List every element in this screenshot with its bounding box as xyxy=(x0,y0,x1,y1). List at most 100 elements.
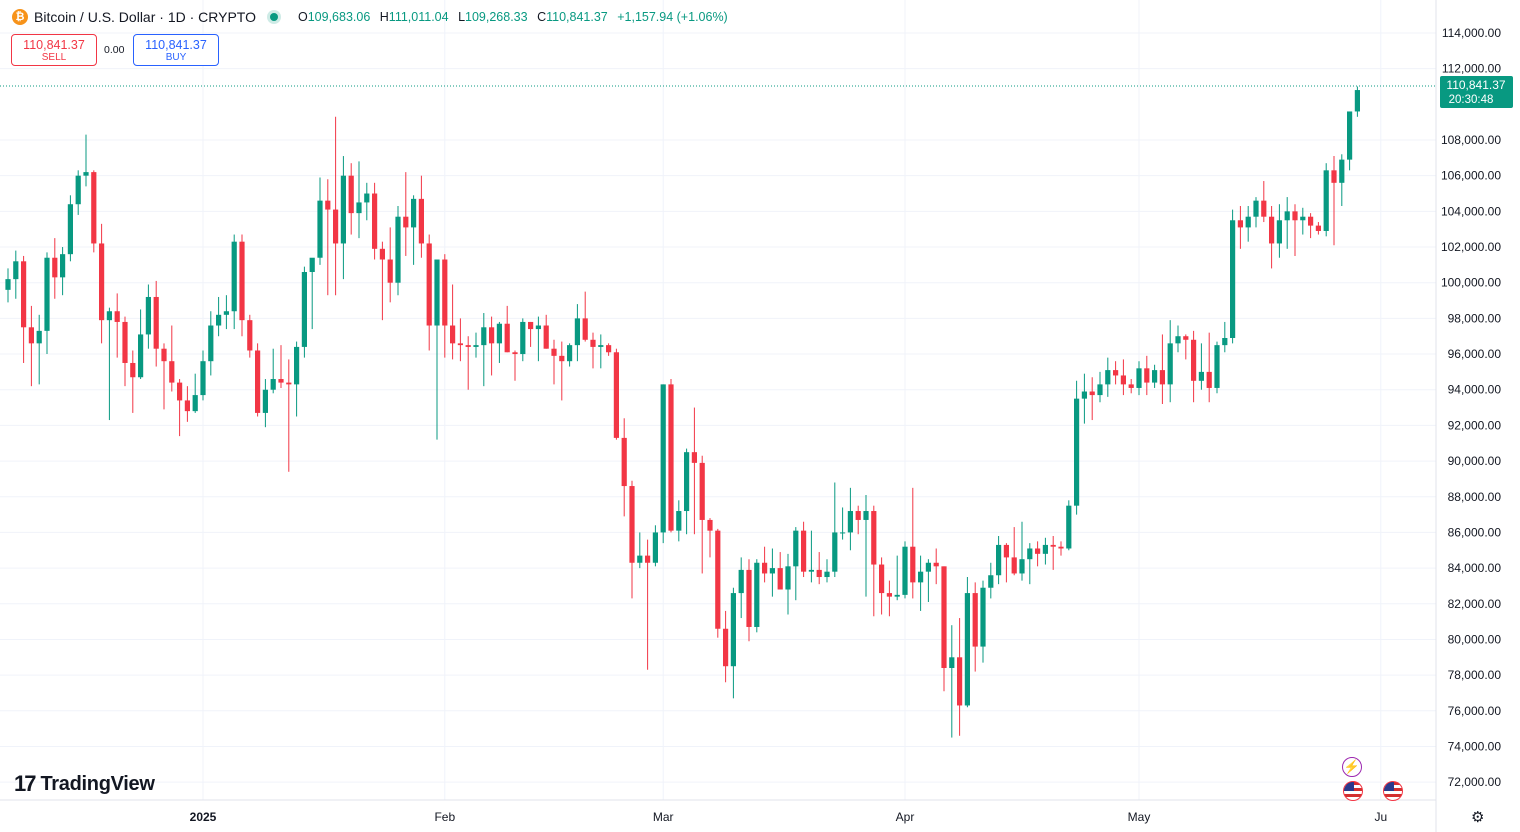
lightning-icon[interactable]: ⚡ xyxy=(1342,757,1362,777)
candle-body xyxy=(91,172,97,244)
y-tick-label: 98,000.00 xyxy=(1448,311,1502,325)
x-tick-label: Apr xyxy=(896,810,915,824)
candle-body xyxy=(255,350,261,413)
candle-body xyxy=(863,511,869,520)
candle-body xyxy=(1198,371,1204,381)
y-tick-label: 76,000.00 xyxy=(1448,704,1502,718)
candle-body xyxy=(1035,548,1041,554)
candle-body xyxy=(1089,391,1095,396)
candle-body xyxy=(286,382,292,385)
candle-body xyxy=(777,568,783,590)
settings-gear-icon[interactable]: ⚙ xyxy=(1471,809,1485,826)
candle-body xyxy=(75,175,81,205)
candle-body xyxy=(138,334,144,378)
candle-body xyxy=(1347,111,1353,160)
y-tick-label: 104,000.00 xyxy=(1441,204,1501,218)
candle-body xyxy=(395,216,401,283)
candle-body xyxy=(239,241,245,321)
candle-body xyxy=(559,355,565,362)
candle-body xyxy=(840,532,846,534)
y-tick-label: 112,000.00 xyxy=(1442,62,1501,76)
candle-body xyxy=(247,320,253,351)
market-status-dot[interactable] xyxy=(269,13,278,21)
candle-body xyxy=(1058,546,1064,549)
candle-body xyxy=(567,345,573,362)
candle-body xyxy=(847,511,853,533)
buy-price: 110,841.37 xyxy=(145,38,207,52)
symbol-legend: ₿ Bitcoin / U.S. Dollar · 1D · CRYPTO O1… xyxy=(12,9,728,25)
candle-body xyxy=(1269,216,1275,244)
symbol-title[interactable]: Bitcoin / U.S. Dollar · 1D · CRYPTO xyxy=(34,9,256,25)
candle-body xyxy=(925,562,931,572)
candle-body xyxy=(403,216,409,228)
candle-body xyxy=(325,200,331,210)
y-tick-label: 106,000.00 xyxy=(1441,169,1501,183)
candle-body xyxy=(754,562,760,627)
candle-body xyxy=(1167,343,1173,385)
candle-body xyxy=(1105,370,1111,385)
candle-body xyxy=(1003,544,1009,558)
candle-body xyxy=(231,241,237,312)
candle-body xyxy=(918,571,924,583)
candle-body xyxy=(278,379,284,383)
tradingview-logo[interactable]: 17 TradingView xyxy=(14,771,155,797)
candle-body xyxy=(816,569,822,578)
close-value: 110,841.37 xyxy=(546,10,608,24)
y-tick-label: 90,000.00 xyxy=(1448,454,1502,468)
candle-body xyxy=(910,546,916,583)
candle-body xyxy=(1183,336,1189,340)
candle-body xyxy=(114,311,120,322)
low-key: L xyxy=(458,10,466,24)
candle-body xyxy=(528,321,534,330)
candle-body xyxy=(223,311,229,315)
candle-body xyxy=(44,257,50,331)
candle-body xyxy=(941,566,947,668)
sell-button[interactable]: 110,841.37 SELL xyxy=(11,34,97,66)
x-tick-label: Ju xyxy=(1374,810,1387,824)
candle-body xyxy=(473,345,479,347)
candle-body xyxy=(1120,375,1126,385)
open-value: 109,683.06 xyxy=(307,10,371,24)
candle-body xyxy=(645,555,651,563)
candle-body xyxy=(21,261,27,328)
candle-body xyxy=(980,587,986,647)
candle-body xyxy=(1331,170,1337,183)
candle-body xyxy=(1066,505,1072,549)
candle-body xyxy=(5,279,11,290)
candle-body xyxy=(582,318,588,340)
candle-body xyxy=(333,209,339,244)
candle-body xyxy=(465,345,471,347)
candle-body xyxy=(364,193,370,203)
candle-body xyxy=(988,575,994,588)
candle-body xyxy=(949,657,955,668)
candle-body xyxy=(1136,368,1142,388)
candle-body xyxy=(184,400,190,412)
candle-body xyxy=(769,568,775,574)
candle-body xyxy=(1097,384,1103,396)
high-value: 111,011.04 xyxy=(388,10,449,24)
candle-body xyxy=(1339,159,1345,183)
tradingview-logo-mark: 17 xyxy=(14,771,37,796)
candle-body xyxy=(699,462,705,520)
candle-body xyxy=(886,593,892,597)
candle-body xyxy=(894,594,900,597)
candle-body xyxy=(543,325,549,349)
spread-value: 0.00 xyxy=(104,44,125,56)
candle-body xyxy=(340,175,346,244)
candle-body xyxy=(457,343,463,346)
y-tick-label: 100,000.00 xyxy=(1441,276,1501,290)
candle-body xyxy=(957,657,963,706)
us-flag-icon[interactable] xyxy=(1383,781,1403,801)
candle-body xyxy=(762,562,768,574)
buy-button[interactable]: 110,841.37 BUY xyxy=(133,34,219,66)
y-tick-label: 80,000.00 xyxy=(1448,632,1502,646)
candle-body xyxy=(1159,370,1165,385)
candle-body xyxy=(972,593,978,647)
candle-body xyxy=(372,193,378,249)
candle-body xyxy=(1128,384,1134,388)
high-key: H xyxy=(379,10,389,24)
candle-body xyxy=(1074,398,1080,506)
candle-body xyxy=(1011,557,1017,574)
us-flag-icon[interactable] xyxy=(1343,781,1363,801)
